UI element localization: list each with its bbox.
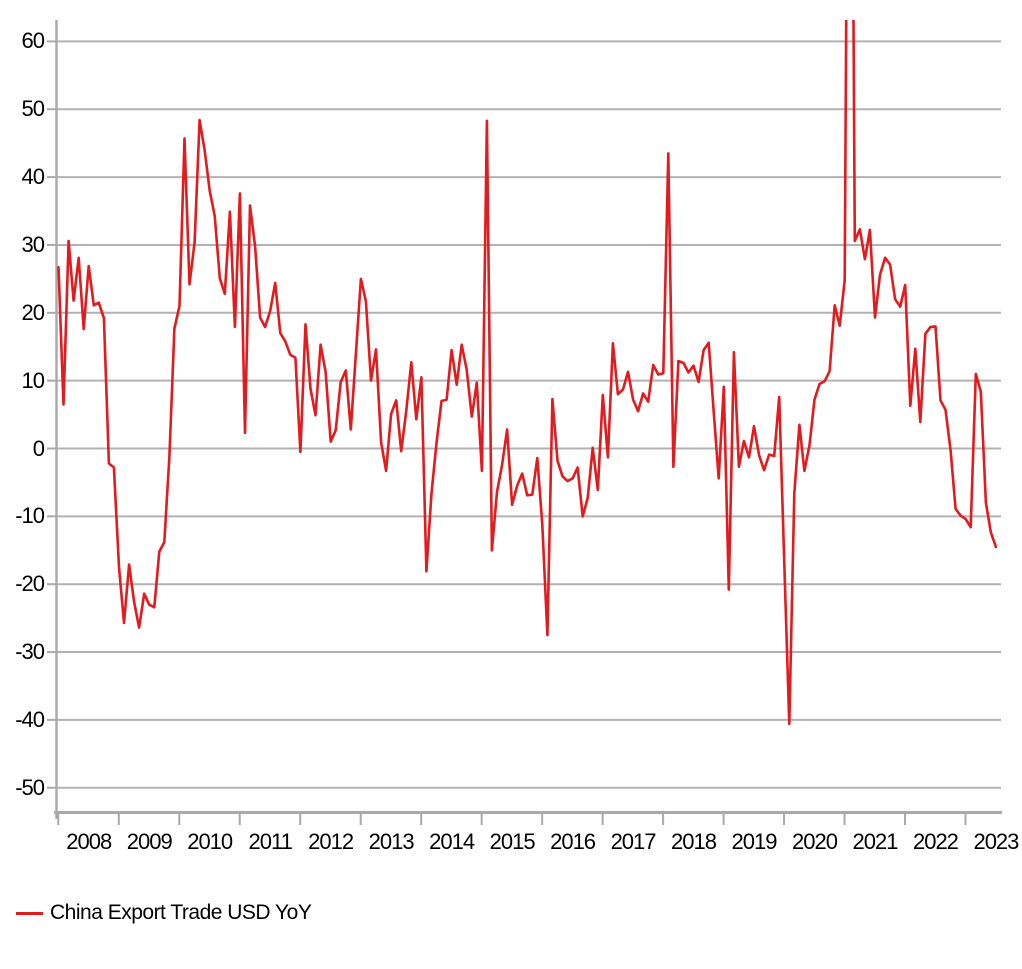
x-axis-label-2017: 2017 (610, 829, 657, 854)
x-axis-label-2022: 2022 (912, 829, 959, 854)
y-axis-label-30: 30 (21, 231, 45, 257)
y-axis-label-10: 10 (21, 367, 45, 393)
y-axis-label-50: 50 (21, 96, 45, 122)
y-axis-label--30: -30 (15, 639, 45, 665)
x-axis-label-2018: 2018 (671, 829, 717, 854)
x-axis-label-2009: 2009 (126, 829, 173, 854)
y-axis-label--40: -40 (15, 706, 45, 732)
y-axis-label-20: 20 (21, 299, 45, 325)
x-axis-label-2016: 2016 (550, 829, 596, 854)
x-axis-label-2015: 2015 (489, 829, 536, 854)
legend-line-marker (16, 911, 43, 915)
x-axis-label-2010: 2010 (187, 829, 233, 854)
y-axis-label--10: -10 (15, 503, 45, 529)
x-axis-label-2012: 2012 (308, 829, 354, 854)
y-axis-label-0: 0 (32, 435, 45, 461)
x-axis-label-2013: 2013 (368, 829, 415, 854)
x-axis-label-2014: 2014 (429, 829, 475, 854)
y-axis-label--20: -20 (15, 571, 45, 597)
x-axis-label-2011: 2011 (248, 829, 293, 854)
x-axis-label-2019: 2019 (731, 829, 778, 854)
x-axis-label-2021: 2021 (852, 829, 898, 854)
y-axis-label--50: -50 (15, 774, 45, 800)
x-axis-label-2023: 2023 (973, 829, 1019, 854)
x-axis-label-2020: 2020 (792, 829, 838, 854)
x-axis-label-2008: 2008 (66, 829, 112, 854)
y-axis-label-40: 40 (21, 164, 45, 190)
series-line-china-export-yoy (57, 20, 998, 726)
legend-series-label: China Export Trade USD YoY (50, 901, 312, 924)
legend: China Export Trade USD YoY (16, 900, 312, 926)
y-axis-label-60: 60 (21, 28, 45, 54)
